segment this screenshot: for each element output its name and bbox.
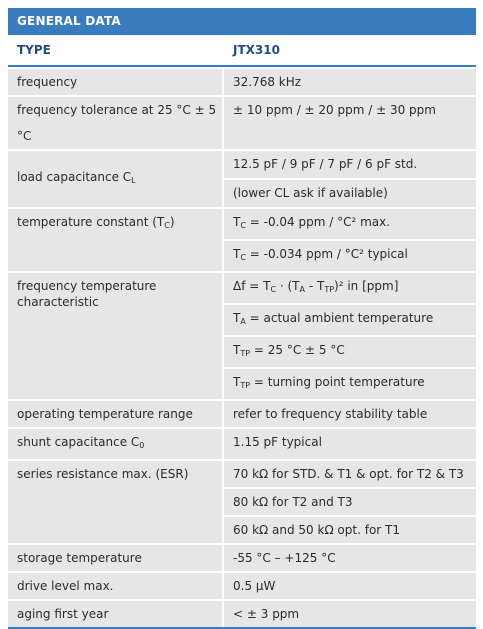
table-row: 80 kΩ for T2 and T3 [8,487,476,516]
table-row: frequency tolerance at 25 °C ± 5 °C ± 10… [8,95,476,150]
table-row: (lower CL ask if available) [8,178,476,208]
table-row: TTP = 25 °C ± 5 °C [8,335,476,368]
table-row: shunt capacitance C0 1.15 pF typical [8,427,476,460]
row-label-tempconst: temperature constant (TC) [8,207,224,272]
row-value-drive: 0.5 µW [223,571,476,600]
table-row: series resistance max. (ESR) 70 kΩ for S… [8,459,476,544]
row-value-shunt: 1.15 pF typical [223,427,476,460]
row-value-tolerance: ± 10 ppm / ± 20 ppm / ± 30 ppm [223,95,476,150]
table-header-row: TYPE JTX310 [8,35,476,65]
row-value-esr-2: 80 kΩ for T2 and T3 [223,487,476,516]
row-value-optemp: refer to frequency stability table [223,399,476,428]
row-value-frequency: 32.768 kHz [223,67,476,96]
table-row: TA = actual ambient temperature [8,303,476,336]
table-title: GENERAL DATA [8,8,476,35]
row-value-aging: < ± 3 ppm [223,599,476,627]
row-label-load: load capacitance CL [8,149,224,208]
row-value-load-1: 12.5 pF / 9 pF / 7 pF / 6 pF std. [223,149,476,179]
row-value-esr-1: 70 kΩ for STD. & T1 & opt. for T2 & T3 [223,459,476,488]
table-row: TTP = turning point temperature [8,367,476,400]
table-row: TC = -0.034 ppm / °C² typical [8,239,476,272]
general-data-table: GENERAL DATA TYPE JTX310 frequency 32.76… [8,8,476,629]
row-label-tempchar: frequency temperature characteristic [8,271,224,400]
table-row: drive level max. 0.5 µW [8,571,476,600]
row-label-tolerance: frequency tolerance at 25 °C ± 5 °C [8,95,224,150]
table-row: load capacitance CL 12.5 pF / 9 pF / 7 p… [8,149,476,208]
row-value-load-2: (lower CL ask if available) [223,178,476,208]
table-row: 60 kΩ and 50 kΩ opt. for T1 [8,515,476,544]
row-label-drive: drive level max. [8,571,224,600]
table-row: temperature constant (TC) TC = -0.04 ppm… [8,207,476,272]
row-value-storage: -55 °C – +125 °C [223,543,476,572]
table-row: operating temperature range refer to fre… [8,399,476,428]
spec-rows: frequency 32.768 kHz frequency tolerance… [8,67,476,627]
row-label-frequency: frequency [8,67,224,96]
table-row: aging first year < ± 3 ppm [8,599,476,627]
table-row: frequency temperature characteristic Δf … [8,271,476,400]
row-label-aging: aging first year [8,599,224,627]
header-rule [8,65,476,67]
row-value-tempchar-1: Δf = TC · (TA - TTP)² in [ppm] [223,271,476,304]
row-value-tempconst-2: TC = -0.034 ppm / °C² typical [223,239,476,272]
header-type-value: JTX310 [223,35,476,65]
table-row: storage temperature -55 °C – +125 °C [8,543,476,572]
row-label-storage: storage temperature [8,543,224,572]
spec-table: TYPE JTX310 [8,35,476,65]
row-value-esr-3: 60 kΩ and 50 kΩ opt. for T1 [223,515,476,544]
row-label-optemp: operating temperature range [8,399,224,428]
table-row: frequency 32.768 kHz [8,67,476,96]
row-value-tempchar-3: TTP = 25 °C ± 5 °C [223,335,476,368]
row-label-esr: series resistance max. (ESR) [8,459,224,544]
row-value-tempconst-1: TC = -0.04 ppm / °C² max. [223,207,476,240]
header-type-label: TYPE [8,35,224,65]
row-value-tempchar-4: TTP = turning point temperature [223,367,476,400]
row-value-tempchar-2: TA = actual ambient temperature [223,303,476,336]
row-label-shunt: shunt capacitance C0 [8,427,224,460]
